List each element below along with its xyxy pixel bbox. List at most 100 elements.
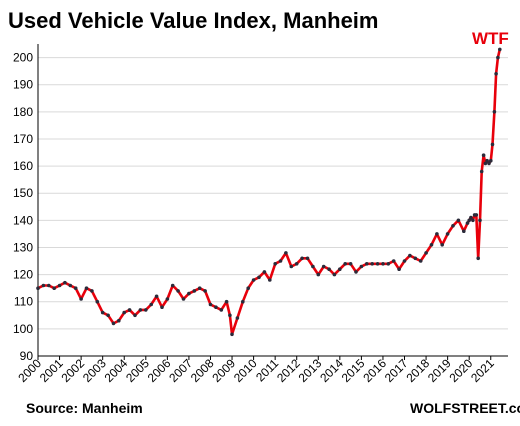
data-point	[187, 291, 191, 296]
x-tick-label: 2016	[360, 356, 389, 385]
data-point	[117, 318, 121, 323]
data-point	[63, 280, 67, 285]
data-point	[478, 218, 482, 223]
x-tick-label: 2009	[209, 356, 238, 385]
data-point	[122, 310, 126, 315]
x-tick-label: 2003	[80, 356, 109, 385]
grid-lines	[37, 44, 508, 357]
data-point	[300, 256, 304, 261]
data-point	[251, 278, 256, 282]
x-tick-label: 2001	[37, 356, 66, 385]
data-point	[496, 55, 500, 60]
data-point	[294, 262, 299, 266]
data-point	[170, 283, 175, 288]
data-point	[149, 302, 153, 307]
y-axis: 90 100 110 120 130 140 150 160 170 180 190 200	[13, 51, 33, 363]
data-point	[492, 110, 497, 114]
data-point	[424, 251, 428, 255]
data-point	[154, 294, 159, 299]
data-point	[471, 218, 475, 223]
x-axis: 2000200120022003200420052006200720082009…	[15, 356, 497, 385]
data-point	[36, 286, 40, 291]
data-point	[241, 299, 245, 304]
data-point	[386, 262, 391, 266]
y-tick-label: 160	[13, 159, 33, 173]
data-point	[498, 47, 502, 52]
data-point	[483, 161, 488, 166]
data-point	[440, 243, 445, 247]
data-point	[160, 305, 164, 310]
x-tick-label: 2012	[274, 356, 303, 385]
data-point	[68, 283, 73, 288]
data-point	[127, 308, 132, 312]
data-point	[197, 286, 202, 291]
data-point	[52, 286, 56, 291]
data-point	[95, 299, 100, 304]
x-tick-label: 2007	[166, 356, 195, 385]
x-tick-label: 2010	[231, 356, 260, 385]
data-point	[278, 259, 283, 263]
data-point	[181, 297, 186, 301]
data-point	[456, 218, 461, 223]
y-tick-label: 200	[13, 51, 33, 65]
y-tick-label: 120	[13, 268, 33, 282]
data-point	[469, 215, 473, 220]
data-point	[73, 286, 78, 291]
data-point	[100, 310, 105, 315]
data-point	[327, 267, 331, 272]
data-point	[90, 289, 94, 293]
credit-label: WOLFSTREET.com	[410, 400, 520, 416]
data-point	[402, 259, 407, 263]
data-point	[289, 264, 294, 269]
data-point	[321, 264, 326, 269]
chart-title: Used Vehicle Value Index, Manheim	[8, 8, 378, 33]
data-point	[176, 289, 180, 293]
annotation-wtf: WTF	[472, 29, 509, 48]
data-point	[485, 158, 489, 163]
data-point	[370, 262, 375, 266]
data-point	[494, 72, 498, 76]
data-point	[219, 308, 224, 312]
data-point	[429, 243, 434, 247]
data-point	[487, 161, 491, 166]
y-tick-label: 150	[13, 186, 33, 200]
data-point	[41, 283, 46, 288]
data-point	[235, 316, 240, 320]
data-point	[138, 308, 143, 312]
data-point	[111, 321, 116, 326]
data-point	[246, 286, 250, 291]
data-point	[481, 153, 486, 157]
data-point	[462, 229, 466, 233]
data-point	[413, 256, 418, 261]
y-tick-label: 100	[13, 322, 33, 336]
data-point	[332, 272, 337, 277]
data-point	[490, 142, 495, 147]
y-tick-label: 190	[13, 78, 33, 92]
data-point	[284, 251, 288, 255]
data-point	[465, 221, 470, 225]
series-line	[36, 48, 502, 336]
data-point	[84, 286, 89, 291]
data-point	[397, 267, 401, 272]
data-point	[343, 262, 348, 266]
x-tick-label: 2018	[403, 356, 432, 385]
data-point	[79, 297, 83, 301]
x-tick-label: 2002	[58, 356, 87, 385]
data-points	[36, 47, 502, 337]
x-tick-label: 2014	[317, 356, 346, 385]
data-point	[144, 308, 148, 312]
data-point	[381, 262, 385, 266]
data-point	[391, 259, 396, 263]
data-point	[165, 297, 170, 301]
data-point	[408, 253, 412, 258]
data-point	[106, 313, 110, 318]
data-point	[262, 270, 267, 274]
data-point	[474, 213, 479, 217]
data-point	[451, 224, 455, 228]
data-point	[203, 289, 207, 293]
data-point	[316, 272, 321, 277]
data-point	[214, 305, 218, 310]
data-point	[375, 262, 380, 266]
data-point	[359, 264, 364, 269]
